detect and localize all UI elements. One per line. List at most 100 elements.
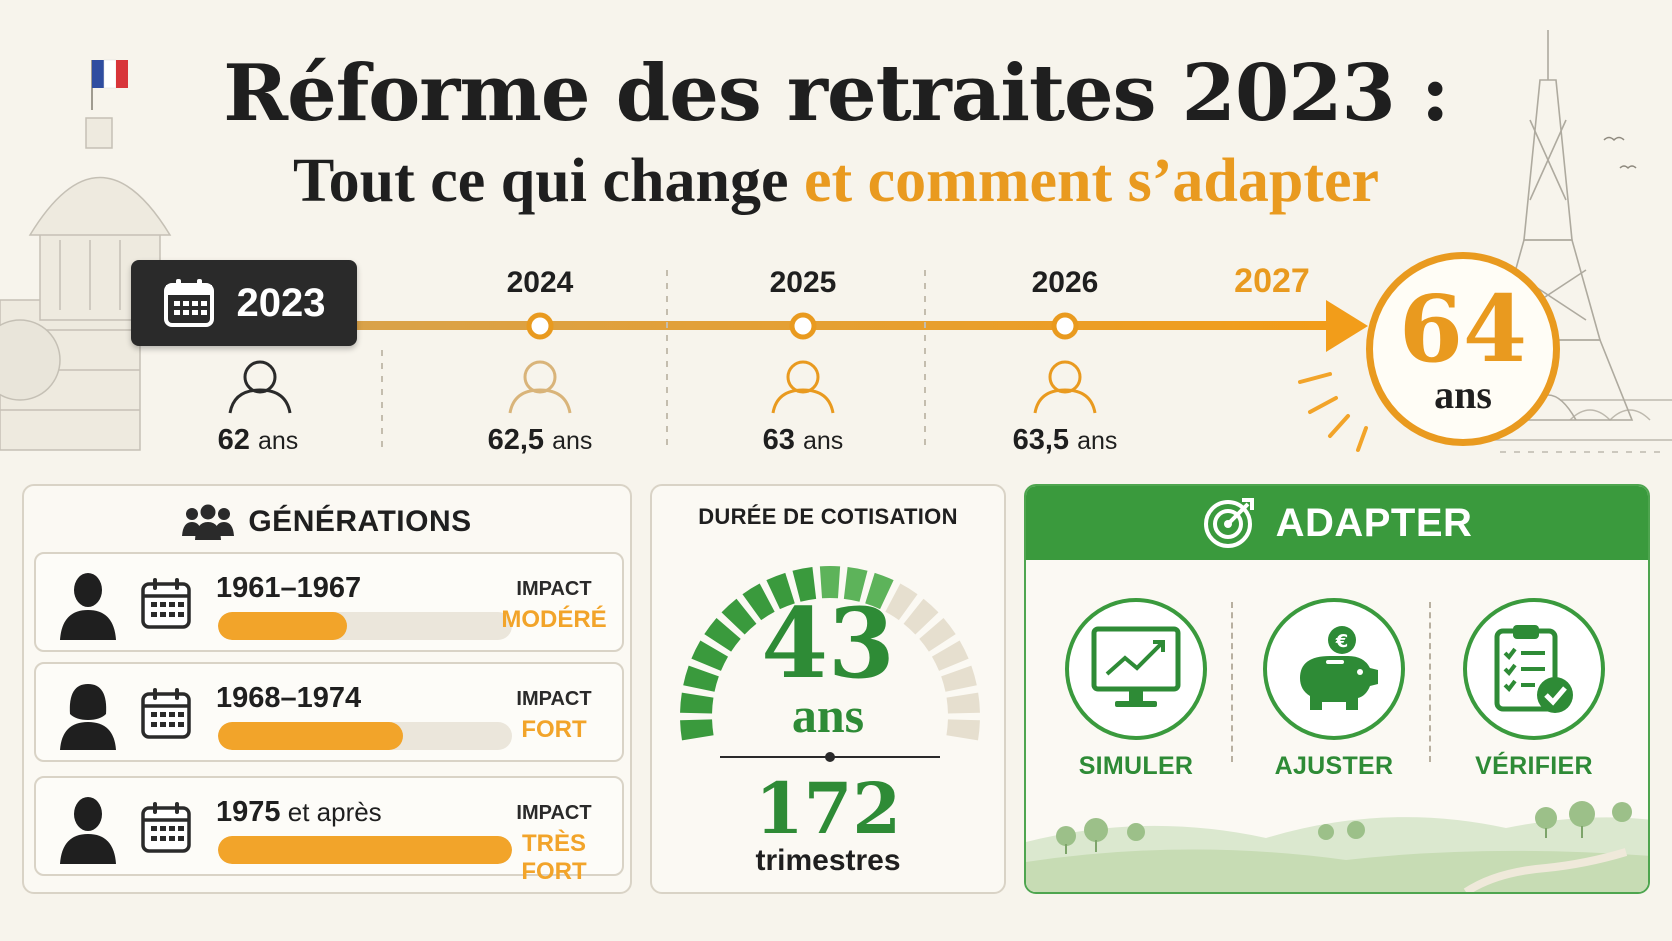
impact-bar — [218, 612, 512, 640]
adapt-panel: ADAPTER SIMULER € AJUSTER — [1024, 484, 1650, 894]
gauge-segment — [946, 719, 980, 741]
duration-years-unit: ans — [791, 687, 865, 743]
gauge-segment — [680, 692, 714, 714]
adapt-item-verifier: VÉRIFIER — [1444, 598, 1624, 781]
subtitle-plain: Tout ce qui change — [292, 147, 804, 215]
group-people-icon — [182, 504, 235, 540]
adapt-item-simuler: SIMULER — [1046, 598, 1226, 781]
timeline-arrowhead — [1326, 300, 1368, 352]
generations-panel: GÉNÉRATIONS 1961–1967 IMPACT MODÉRÉ 1968… — [22, 484, 632, 894]
impact-value: MODÉRÉ — [501, 606, 607, 633]
adapt-icon-circle — [1463, 598, 1605, 740]
age-unit: ans — [1077, 427, 1118, 455]
gauge-segment — [766, 572, 795, 610]
adapt-icon-circle: € — [1263, 598, 1405, 740]
gauge-segment — [721, 598, 757, 635]
age-label-2025: 63 ans — [713, 424, 893, 457]
gauge-segment — [819, 566, 841, 599]
age-value: 63 — [762, 424, 795, 456]
gauge-segment — [946, 692, 980, 714]
impact-label: IMPACT — [516, 578, 592, 600]
page-subtitle: Tout ce qui change et comment s’adapter — [0, 146, 1672, 217]
period-main: 1975 — [216, 796, 281, 828]
generation-row: 1975 et après IMPACT TRÈS FORT — [34, 776, 624, 885]
impact-label: IMPACT — [516, 688, 592, 710]
person-icon — [771, 360, 835, 414]
gauge-segment — [742, 583, 775, 621]
landscape-illustration — [1026, 801, 1648, 892]
generations-header: GÉNÉRATIONS — [24, 504, 630, 540]
year-label-2026: 2026 — [1031, 266, 1099, 299]
year-label-2025: 2025 — [769, 266, 837, 299]
age-value: 62 — [217, 424, 250, 456]
duration-divider — [720, 752, 940, 762]
calendar-icon — [141, 578, 191, 629]
adapt-icon-circle — [1065, 598, 1207, 740]
subtitle-accent: et comment s’adapter — [803, 147, 1380, 215]
duration-years: 43 — [761, 587, 895, 700]
adapt-separator — [1231, 602, 1233, 762]
gauge-segment — [885, 583, 918, 621]
generation-period: 1961–1967 — [216, 572, 361, 605]
duration-quarters-unit: trimestres — [755, 844, 901, 877]
woman-silhouette-icon — [60, 684, 116, 750]
impact-bar — [218, 722, 512, 750]
duration-quarters: 172 — [754, 767, 902, 850]
gauge-segment — [704, 617, 741, 652]
age-label-2024: 62,5 ans — [450, 424, 630, 457]
person-icon — [508, 360, 572, 414]
gauge-segment — [792, 567, 817, 602]
impact-bar-fill — [218, 612, 348, 640]
adapt-heading: ADAPTER — [1275, 500, 1473, 545]
gauge-segment — [680, 719, 714, 741]
gauge-segment — [919, 617, 956, 652]
target-age: 64 — [1398, 275, 1528, 383]
sparkle-rays — [1298, 372, 1368, 452]
adapt-separator — [1429, 602, 1431, 762]
gauge-segment — [903, 598, 939, 635]
duration-panel: DURÉE DE COTISATION 43 ans 172 trimestre… — [650, 484, 1006, 894]
gauge-segment — [941, 665, 977, 692]
monitor-chart-icon — [1091, 626, 1181, 707]
impact-bar-fill — [218, 722, 404, 750]
year-label-2024: 2024 — [506, 266, 574, 299]
target-age-circle: 64 ans — [1366, 252, 1560, 446]
adapt-header: ADAPTER — [1026, 486, 1648, 560]
generations-heading: GÉNÉRATIONS — [248, 505, 472, 538]
contribution-gauge — [680, 566, 980, 741]
person-icon — [1033, 360, 1097, 414]
impact-value: FORT — [521, 716, 587, 743]
timeline-node-2024 — [526, 312, 554, 340]
age-label-2023: 62 ans — [168, 424, 348, 457]
generation-row: 1961–1967 IMPACT MODÉRÉ — [34, 552, 624, 652]
timeline-node-2026 — [1051, 312, 1079, 340]
impact-bar-fill — [218, 836, 512, 864]
adapt-item-label: SIMULER — [1078, 752, 1194, 780]
period-main: 1968–1974 — [216, 682, 362, 714]
gauge-segment — [691, 640, 729, 671]
calendar-icon — [141, 688, 191, 739]
adapt-item-label: VÉRIFIER — [1475, 752, 1593, 780]
impact-bar — [218, 836, 512, 864]
age-value: 62,5 — [487, 424, 545, 456]
calendar-icon — [163, 279, 214, 327]
period-main: 1961–1967 — [216, 572, 362, 604]
gauge-segment — [843, 567, 868, 602]
age-unit: ans — [803, 427, 844, 455]
year-label-2027: 2027 — [1234, 262, 1310, 300]
page-title: Réforme des retraites 2023 : — [223, 48, 1449, 139]
age-label-2026: 63,5 ans — [975, 424, 1155, 457]
generation-row: 1968–1974 IMPACT FORT — [34, 662, 624, 762]
generation-period: 1975 et après — [216, 796, 382, 829]
timeline-node-2025 — [789, 312, 817, 340]
man-silhouette-icon — [60, 797, 116, 864]
timeline-start-2023: 2023 — [131, 260, 357, 346]
impact-value: TRÈS FORT — [521, 830, 587, 885]
target-arrow-icon — [1203, 498, 1254, 548]
start-year: 2023 — [236, 280, 326, 325]
svg-text:€: € — [1335, 631, 1349, 652]
gauge-segment — [931, 640, 969, 671]
adapt-item-ajuster: € AJUSTER — [1244, 598, 1424, 781]
man-silhouette-icon — [60, 573, 116, 640]
